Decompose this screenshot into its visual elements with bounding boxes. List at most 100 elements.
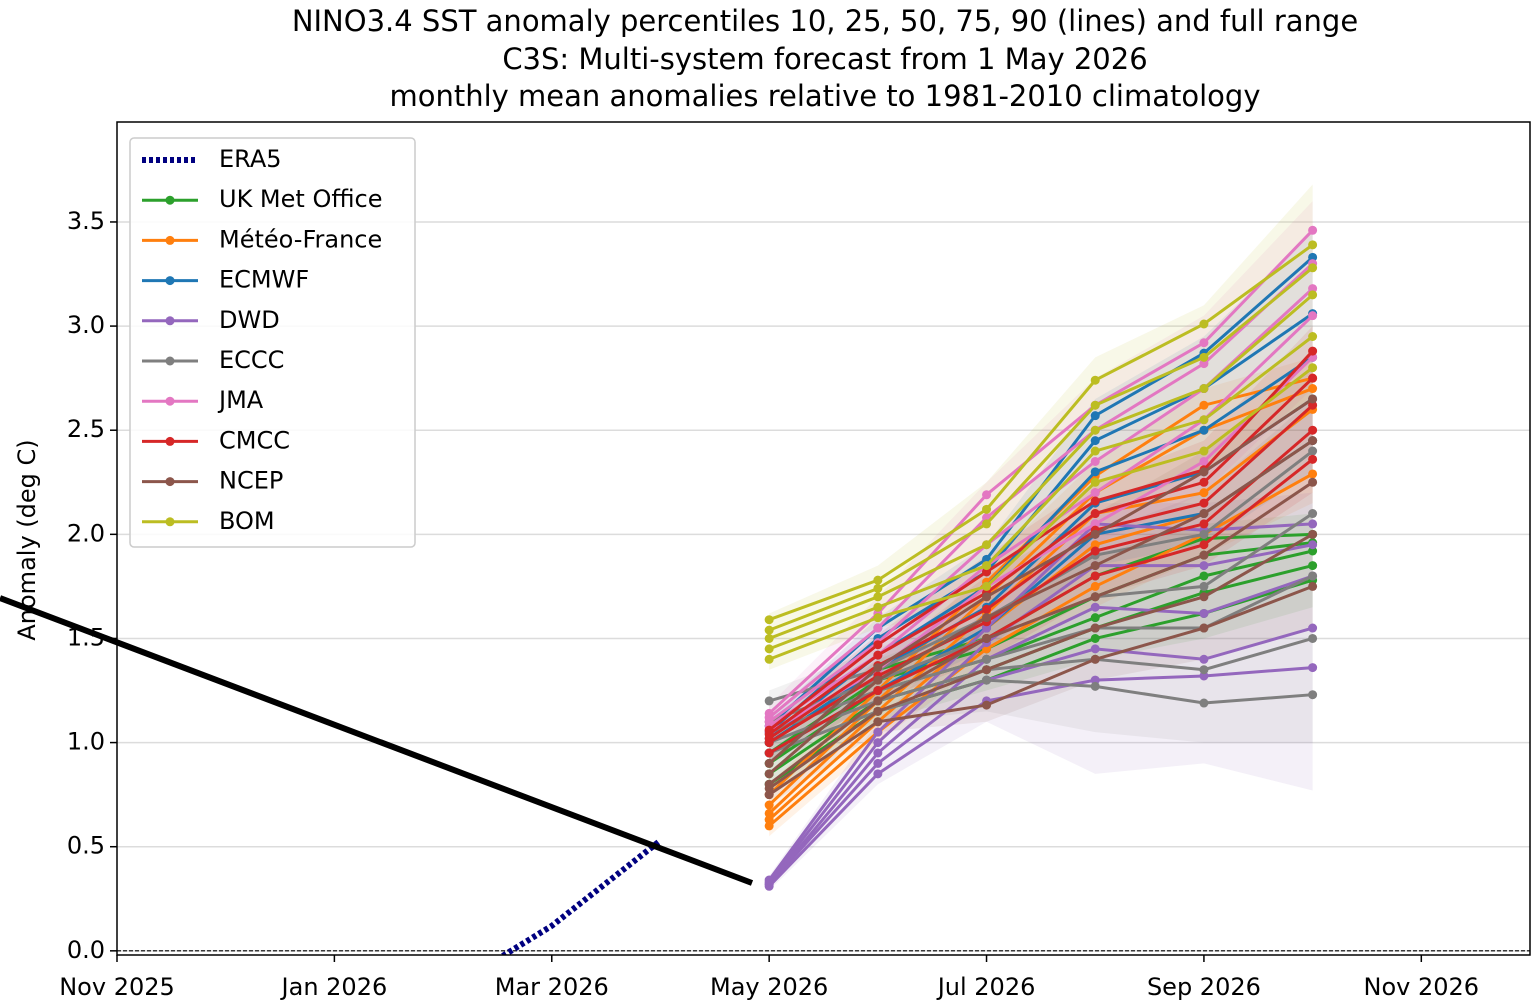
series-point [1090,623,1100,633]
series-line [767,543,1313,884]
series-point [1090,456,1100,466]
series-point [1308,240,1318,250]
series-point [873,640,883,650]
series-point [982,567,992,577]
plot-area [117,184,1530,955]
series-point [1090,592,1100,602]
series-point [764,790,774,800]
legend-box [129,137,416,548]
series-point [873,758,883,768]
series-point [873,686,883,696]
y-tick-label: 3.5 [67,207,105,235]
series-point [873,592,883,602]
series-point [1090,529,1100,539]
series-point [1090,488,1100,498]
series-line [768,377,1314,736]
series-point [764,769,774,779]
series-point [1308,509,1318,519]
legend: ERA5 UK Met Office Météo-France ECMWF DWD ECC… [129,137,416,548]
series-point [1308,529,1318,539]
series-point [1308,469,1318,479]
series-point [873,602,883,612]
series-point [1308,425,1318,435]
series-point [1308,546,1318,556]
series-line [768,481,1314,786]
series-point [1308,284,1318,294]
series-point [1308,571,1318,581]
series-point [1308,477,1318,487]
legend-marker [165,356,175,366]
series-point [1199,623,1209,633]
legend-marker [165,396,175,406]
series-point [1308,331,1318,341]
legend-marker [165,195,175,205]
series-point [982,613,992,623]
series-line [768,429,1314,744]
series-point [1199,384,1209,394]
series-point [1199,456,1209,466]
series-point [982,540,992,550]
series-line [768,229,1314,715]
series-line [768,458,1314,755]
series-point [1199,498,1209,508]
range-band [769,184,1313,670]
series-point [1199,359,1209,369]
series-line [768,366,1314,661]
series-line [768,549,1313,765]
series-point [764,808,774,818]
series-point [764,615,774,625]
series-point [1308,252,1318,262]
series-point [1199,561,1209,571]
series-point [1199,698,1209,708]
x-tick-label: Nov 2026 [1364,973,1480,1001]
series-point [982,633,992,643]
series-line [768,533,1314,790]
series-line [768,350,1314,732]
series-point [1199,338,1209,348]
series-point [1090,496,1100,506]
series-point [764,708,774,718]
series-point [873,663,883,673]
series-line [768,666,1313,888]
series-point [1199,571,1209,581]
series-point [873,575,883,585]
series-point [1308,436,1318,446]
series-point [1308,581,1318,591]
series-point [764,748,774,758]
y-tick-label: 0.0 [67,936,105,964]
range-band [769,513,1313,795]
series-point [1199,446,1209,456]
series-point [764,633,774,643]
series-point [1308,690,1318,700]
series-line [768,335,1314,651]
series-line [768,541,1313,755]
series-point [1199,425,1209,435]
series-point [1199,529,1209,539]
legend-marker [165,436,175,446]
chart-title: NINO3.4 SST anomaly percentiles 10, 25, … [292,4,1358,38]
legend-label: ECMWF [219,266,309,294]
series-line [768,397,1314,765]
series-point [1090,546,1100,556]
series-point [873,706,883,716]
series-point [1308,540,1318,550]
y-tick-label: 2.5 [67,415,105,443]
series-point [873,748,883,758]
x-tick-label: Jul 2026 [936,973,1036,1001]
x-tick-label: May 2026 [710,973,828,1001]
series-point [1090,425,1100,435]
series-point [1090,561,1100,571]
legend-label: JMA [217,386,264,414]
series-point [1199,488,1209,498]
series-point [1090,681,1100,691]
series-line [768,439,1314,775]
series-point [982,581,992,591]
series-point [982,561,992,571]
legend-label: UK Met Office [219,185,383,213]
y-tick-label: 3.0 [67,311,105,339]
series-point [1308,633,1318,643]
legend-marker [165,517,175,527]
series-point [982,490,992,500]
series-point [764,821,774,831]
legend-marker [165,477,175,487]
